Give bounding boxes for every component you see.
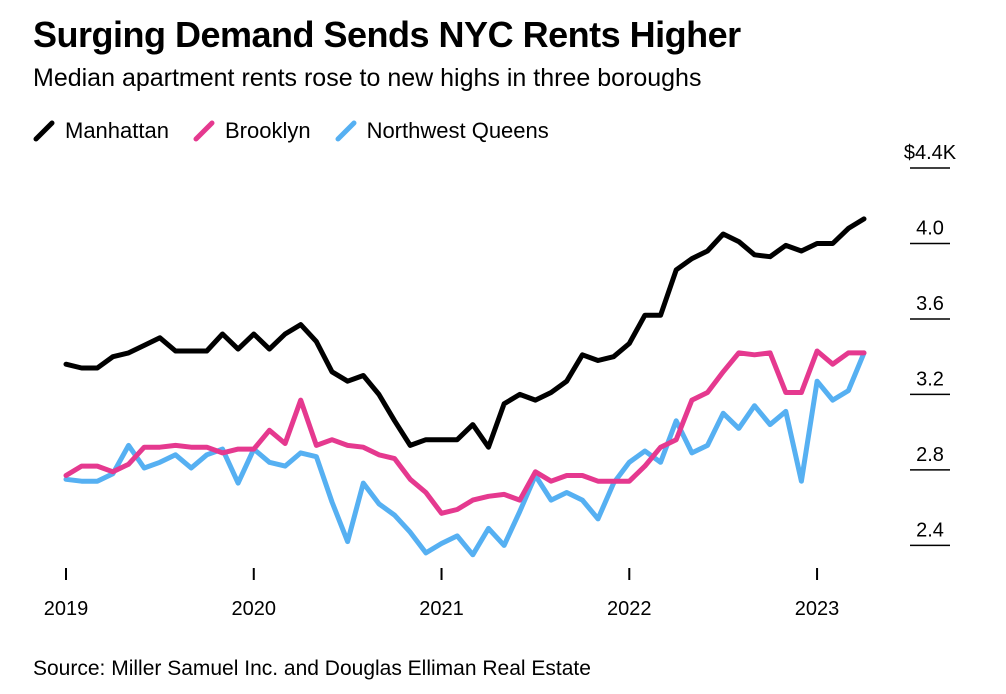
y-tick-label: 3.2 — [916, 368, 944, 390]
y-tick-label: 3.6 — [916, 293, 944, 315]
legend-item: Manhattan — [33, 118, 169, 144]
x-axis: 2019 2020 2021 2022 2023 — [44, 568, 840, 620]
y-tick-label: 2.8 — [916, 444, 944, 466]
x-tick-label: 2019 — [44, 598, 89, 620]
series-line-northwest-queens — [63, 350, 867, 558]
legend-swatch — [193, 120, 215, 142]
legend-item: Northwest Queens — [335, 118, 549, 144]
y-tick-label: $4.4K — [904, 142, 957, 164]
y-axis: $4.4K 4.0 3.6 3.2 2.8 2.4 — [904, 142, 957, 547]
x-tick-label: 2022 — [607, 598, 652, 620]
series-line-manhattan — [63, 216, 867, 450]
legend-swatch — [33, 120, 55, 142]
legend-label: Manhattan — [65, 118, 169, 143]
legend: Manhattan Brooklyn Northwest Queens — [33, 118, 573, 144]
y-tick-label: 4.0 — [916, 217, 944, 239]
legend-item: Brooklyn — [193, 118, 311, 144]
chart-title: Surging Demand Sends NYC Rents Higher — [33, 14, 741, 55]
source-note: Source: Miller Samuel Inc. and Douglas E… — [33, 657, 591, 680]
series-lines — [63, 216, 867, 558]
chart-subtitle: Median apartment rents rose to new highs… — [33, 64, 702, 92]
x-tick-label: 2020 — [232, 598, 277, 620]
y-tick-label: 2.4 — [916, 519, 944, 541]
legend-swatch — [335, 120, 357, 142]
legend-label: Northwest Queens — [366, 118, 549, 143]
x-tick-label: 2021 — [419, 598, 464, 620]
x-tick-label: 2023 — [795, 598, 840, 620]
series-line-brooklyn — [63, 348, 867, 516]
legend-label: Brooklyn — [224, 118, 311, 143]
